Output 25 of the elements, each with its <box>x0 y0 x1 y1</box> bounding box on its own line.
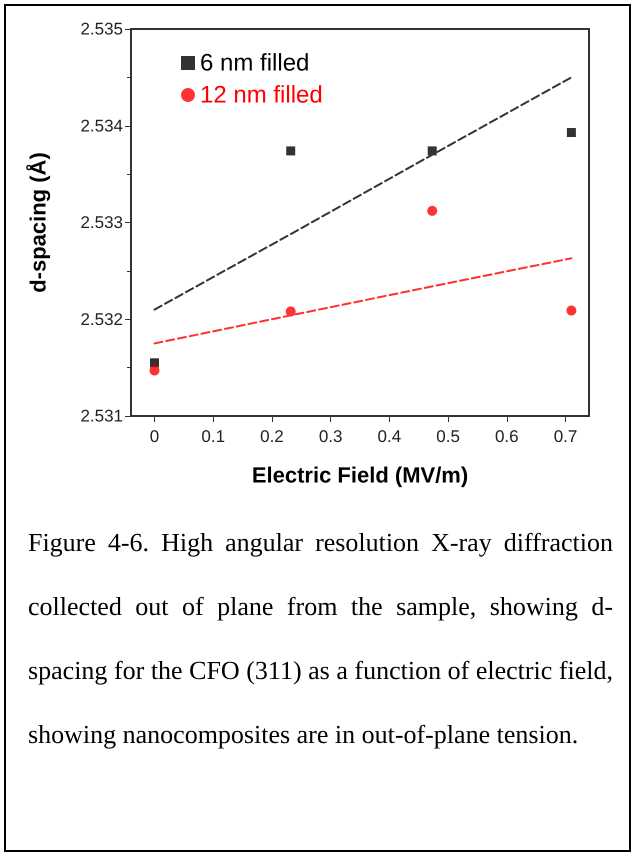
x-tick-label: 0.4 <box>378 427 402 446</box>
x-axis-title: Electric Field (MV/m) <box>252 462 468 488</box>
x-tick-label: 0.6 <box>494 427 519 446</box>
y-tick-label: 2.534 <box>80 116 123 136</box>
x-tick-label: 0 <box>150 427 160 446</box>
text: Figure 4-6. High angular resolution X-ray diffraction collected out of plane from the sample, showing d-spacing for the CFO (311) as a function of electric field, showing nanocomposites are in out-of-plane tension. <box>28 528 613 749</box>
point <box>286 146 296 156</box>
x-tick-label: 0.3 <box>318 427 342 446</box>
y-tick-label: 2.533 <box>80 213 123 232</box>
x-tick-label: 0.2 <box>260 427 284 446</box>
line-series <box>153 257 572 344</box>
legend-label: 12 nm filled <box>200 82 323 108</box>
point <box>149 366 160 376</box>
line-series <box>153 76 572 311</box>
x-tick-label: 0.5 <box>436 427 460 446</box>
point <box>566 128 576 138</box>
x-tick-label: 0.1 <box>201 427 226 446</box>
point <box>427 206 438 216</box>
y-tick-label: 2.532 <box>80 310 123 329</box>
y-tick-label: 2.531 <box>80 406 123 426</box>
point <box>566 306 576 316</box>
x-tick-label: 0.7 <box>554 427 578 446</box>
y-axis-title: d-spacing (Å) <box>26 152 50 293</box>
legend-label: 6 nm filled <box>200 50 310 76</box>
y-tick-label: 2.535 <box>80 20 123 38</box>
